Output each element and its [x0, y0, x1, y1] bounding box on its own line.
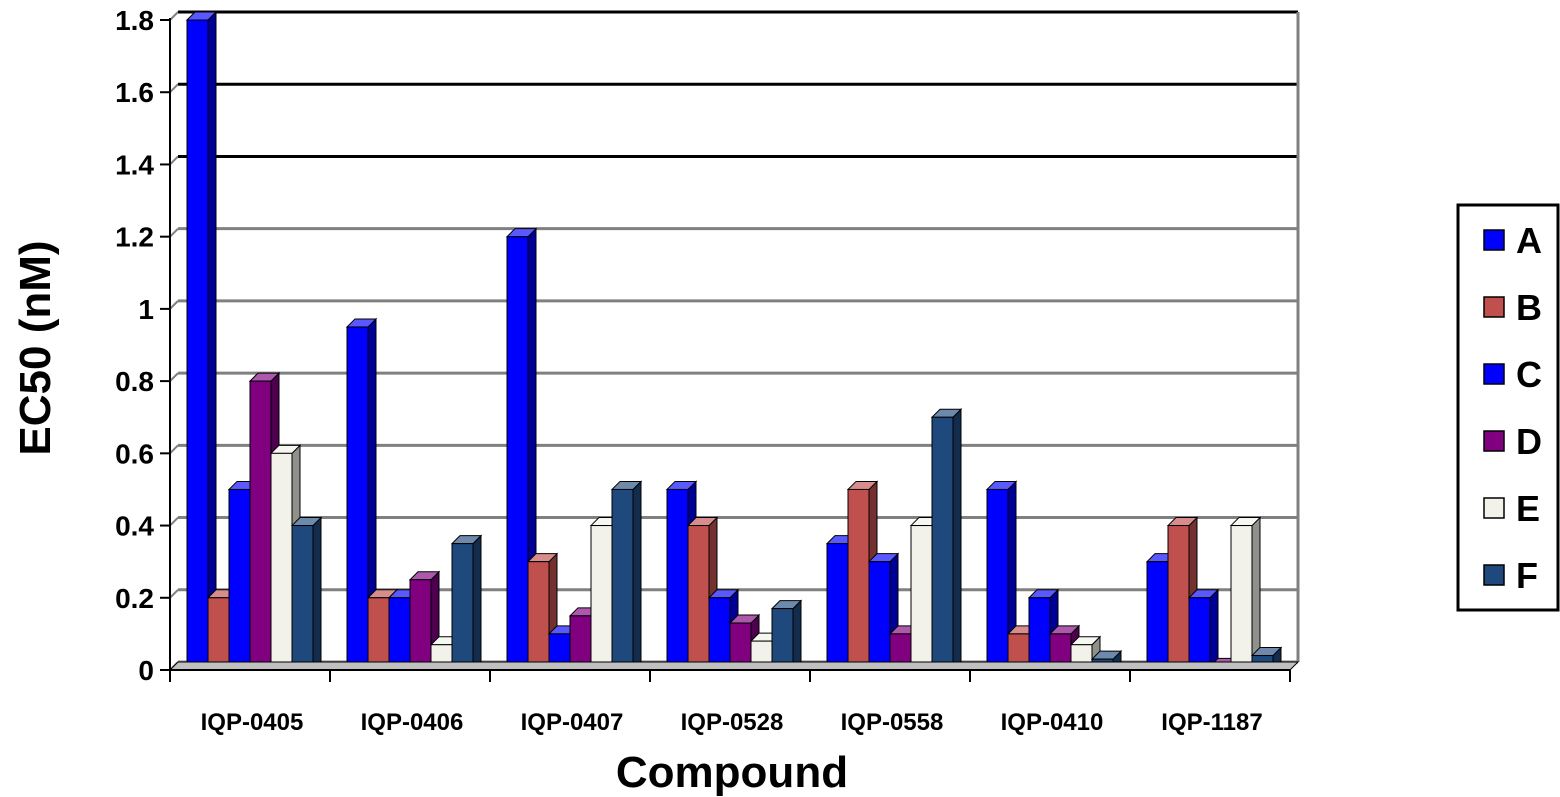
legend-label: C	[1516, 354, 1542, 395]
gridline-side	[169, 155, 179, 166]
bar-C-IQP-1187	[1187, 588, 1220, 672]
gridline-side	[169, 444, 179, 455]
y-tick-label: 0.4	[115, 511, 154, 542]
legend-swatch	[1483, 296, 1505, 318]
legend-swatch	[1483, 229, 1505, 251]
y-tick-label: 1.2	[115, 222, 154, 253]
bar-F-IQP-0558	[930, 408, 963, 672]
gridline-side	[169, 516, 179, 527]
bar-F-IQP-0528	[770, 599, 803, 672]
legend-item-D: D	[1483, 421, 1542, 462]
bar-E-IQP-1187	[1229, 516, 1262, 672]
legend-item-B: B	[1483, 287, 1542, 328]
bar-F-IQP-0405	[290, 516, 323, 672]
y-tick-label: 1.8	[115, 5, 154, 36]
legend-box	[1456, 203, 1560, 612]
x-tick-label: IQP-0405	[201, 709, 304, 736]
y-tick-label: 0.2	[115, 583, 154, 614]
y-tick-label: 1.4	[115, 149, 154, 180]
legend-swatch	[1483, 363, 1505, 385]
bar-F-IQP-0406	[450, 534, 483, 672]
x-tick-label: IQP-0528	[681, 709, 784, 736]
bar-A-IQP-0406	[345, 317, 378, 672]
x-axis-title: Compound	[616, 748, 848, 797]
x-tick-labels: IQP-0405 IQP-0406 IQP-0407 IQP-0528 IQP-0558…	[201, 709, 1263, 736]
gridline-side	[169, 372, 179, 382]
legend-label: F	[1516, 555, 1538, 596]
legend-label: D	[1516, 421, 1542, 462]
y-tick-label: 0	[138, 655, 154, 686]
plot-back-wall	[178, 12, 1298, 662]
legend-item-C: C	[1483, 354, 1542, 395]
legend-label: E	[1516, 488, 1540, 529]
legend-item-E: E	[1483, 488, 1540, 529]
x-tick-label: IQP-0406	[361, 709, 464, 736]
y-tick-label: 1.6	[115, 77, 154, 108]
gridline-side	[169, 11, 179, 21]
gridline-side	[169, 300, 179, 310]
legend-label: B	[1516, 287, 1542, 328]
legend-swatch	[1483, 497, 1505, 519]
bar-A-IQP-0405	[185, 10, 218, 672]
legend-item-A: A	[1483, 220, 1542, 261]
y-tick-label: 0.6	[115, 438, 154, 469]
x-tick-label: IQP-0407	[521, 709, 624, 736]
y-tick-label: 0.8	[115, 366, 154, 397]
legend-item-F: F	[1483, 555, 1538, 596]
x-tick-label: IQP-0558	[841, 709, 944, 736]
floor	[168, 661, 1300, 671]
x-tick-label: IQP-0410	[1001, 709, 1104, 736]
gridline-side	[169, 227, 179, 238]
gridline-side	[169, 83, 179, 93]
legend-label: A	[1516, 220, 1542, 261]
y-tick-label: 1	[138, 294, 154, 325]
axes	[160, 18, 1300, 682]
y-tick-labels: 0 0.2 0.4 0.6 0.8 1 1.2 1.4 1.6 1.8	[115, 5, 154, 686]
gridline-side	[169, 589, 179, 599]
bar-F-IQP-0407	[610, 480, 643, 672]
legend-swatch	[1483, 430, 1505, 452]
x-tick-label: IQP-1187	[1161, 709, 1262, 736]
legend-swatch	[1483, 564, 1505, 586]
y-axis-title: EC50 (nM)	[11, 240, 60, 455]
